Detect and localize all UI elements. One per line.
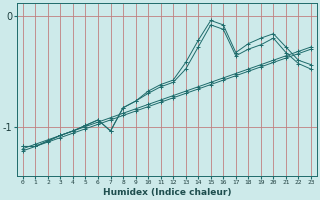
X-axis label: Humidex (Indice chaleur): Humidex (Indice chaleur) [103,188,231,197]
